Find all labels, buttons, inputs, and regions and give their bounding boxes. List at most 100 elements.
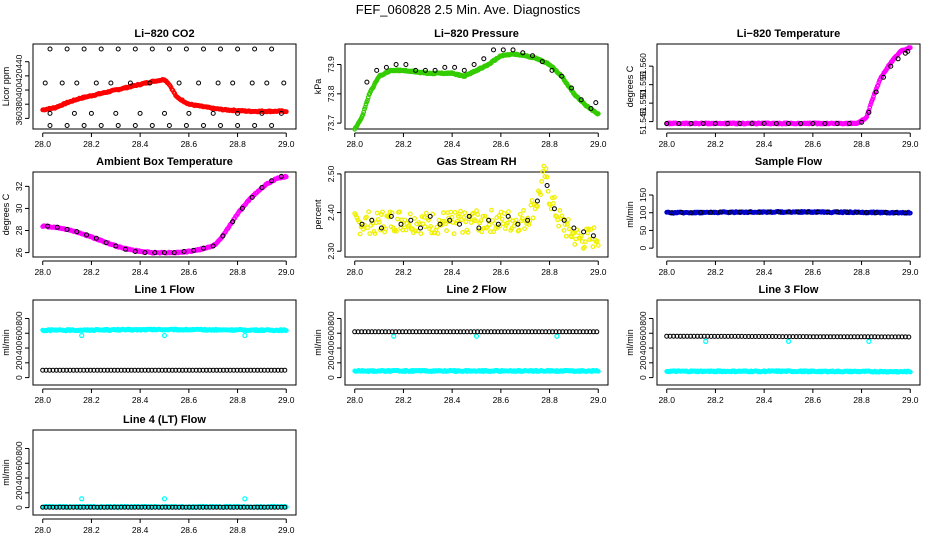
data-point	[540, 169, 546, 174]
data-series	[664, 333, 912, 340]
data-point	[520, 216, 525, 221]
data-point	[552, 194, 557, 200]
plot-frame	[344, 171, 609, 258]
data-point	[846, 121, 852, 126]
data-point	[892, 334, 898, 340]
data-point	[169, 504, 175, 510]
data-point	[369, 329, 375, 335]
data-point	[241, 504, 247, 510]
y-tick-label: 2.50	[326, 165, 336, 182]
data-point	[161, 332, 168, 339]
chart-panel: Line 2 Flow ml/min 28.0 28.2 28.4 28.6 28.8 29.…	[313, 284, 609, 405]
data-point	[251, 504, 257, 510]
data-series	[664, 48, 911, 126]
data-point	[521, 207, 526, 213]
x-tick-label: 28.2	[83, 525, 100, 535]
data-point	[742, 334, 748, 339]
data-point	[549, 67, 555, 73]
x-tick-label: 28.2	[707, 395, 724, 405]
data-point	[698, 209, 704, 215]
x-tick-label: 28.6	[181, 525, 198, 535]
data-point	[201, 46, 206, 52]
data-point	[437, 329, 443, 335]
data-point	[118, 367, 124, 373]
data-point	[379, 329, 385, 335]
data-point	[376, 219, 382, 225]
x-tick-label: 28.4	[444, 139, 461, 149]
y-tick-label: 32	[14, 181, 24, 191]
data-point	[481, 329, 487, 335]
data-point	[278, 173, 284, 179]
data-point	[569, 85, 574, 91]
data-point	[242, 496, 248, 502]
data-point	[458, 208, 463, 214]
data-point	[516, 227, 522, 233]
data-point	[698, 333, 704, 339]
data-point	[70, 504, 76, 510]
data-point	[422, 67, 428, 73]
x-tick-label: 28.4	[756, 267, 773, 277]
data-point	[460, 229, 466, 235]
data-point	[142, 367, 148, 373]
data-point	[907, 45, 913, 51]
data-point	[769, 334, 775, 339]
data-point	[773, 334, 779, 339]
data-point	[81, 504, 87, 510]
x-tick-label: 28.8	[853, 267, 870, 277]
y-tick-label: 26	[14, 248, 24, 258]
data-point	[357, 231, 363, 237]
data-point	[173, 367, 179, 373]
data-point	[252, 123, 258, 128]
data-point	[572, 241, 578, 247]
data-point	[590, 329, 596, 335]
x-tick-label: 28.6	[181, 267, 198, 277]
data-point	[863, 209, 869, 215]
data-point	[476, 225, 482, 231]
data-point	[395, 216, 400, 222]
data-point	[872, 334, 878, 340]
data-point	[166, 123, 172, 128]
data-point	[264, 80, 270, 86]
data-point	[282, 367, 288, 373]
data-series	[669, 209, 908, 216]
data-point	[578, 233, 584, 239]
data-point	[203, 504, 209, 510]
data-point	[468, 220, 474, 225]
data-point	[848, 334, 854, 340]
data-point	[149, 504, 155, 510]
data-point	[786, 209, 791, 215]
data-point	[93, 235, 99, 241]
data-point	[379, 225, 384, 231]
data-point	[369, 217, 375, 223]
data-point	[588, 106, 594, 111]
data-point	[241, 367, 247, 373]
data-point	[71, 110, 77, 116]
x-tick-label: 28.2	[707, 139, 724, 149]
data-point	[128, 504, 134, 510]
data-point	[142, 504, 148, 510]
chart-panel: Line 1 Flow ml/min 28.0 28.2 28.4 28.6 28.8 29.…	[1, 284, 297, 405]
data-point	[383, 226, 389, 232]
data-point	[530, 53, 535, 59]
data-point	[763, 334, 769, 339]
data-point	[766, 334, 772, 339]
data-point	[230, 219, 236, 225]
data-point	[251, 367, 257, 373]
data-point	[166, 367, 172, 373]
data-point	[737, 209, 743, 215]
data-point	[108, 504, 114, 510]
data-point	[715, 333, 721, 339]
data-point	[800, 334, 806, 340]
data-point	[584, 226, 589, 232]
data-point	[415, 228, 421, 234]
data-point	[827, 334, 833, 340]
data-point	[231, 504, 237, 510]
data-point	[822, 121, 828, 126]
data-point	[74, 229, 80, 235]
data-point	[238, 367, 243, 373]
x-tick-label: 28.0	[346, 395, 363, 405]
data-point	[473, 333, 480, 339]
data-point	[766, 209, 772, 215]
x-tick-label: 28.6	[181, 395, 198, 405]
x-tick-label: 28.2	[707, 267, 724, 277]
